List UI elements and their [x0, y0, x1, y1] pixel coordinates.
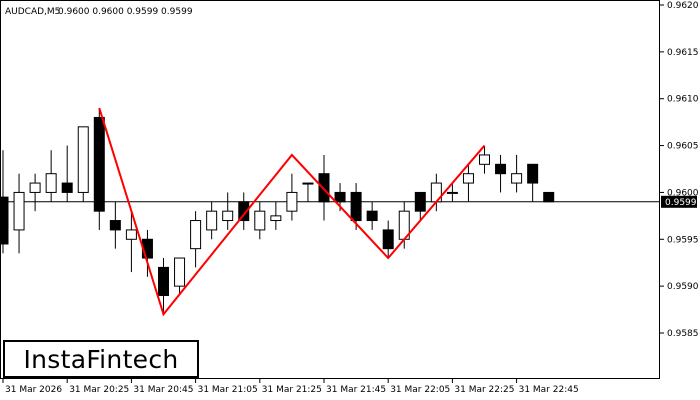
candle-body — [45, 173, 57, 193]
pattern-lines — [98, 107, 486, 317]
candle-body — [543, 191, 555, 203]
candle — [318, 154, 330, 221]
candle — [0, 150, 9, 254]
candle — [302, 182, 314, 202]
candle — [350, 183, 362, 230]
candle — [29, 173, 41, 212]
instafintech-logo: InstaFintech — [3, 340, 199, 378]
candle-body — [0, 196, 9, 245]
candle — [479, 145, 490, 174]
price-label-bg — [661, 195, 697, 208]
current-price-label: 0.9599 — [661, 195, 697, 208]
candle-body — [318, 173, 330, 203]
candle — [13, 173, 25, 254]
x-tick-label: 31 Mar 20:45 — [133, 385, 193, 395]
candle — [511, 154, 523, 193]
candle — [270, 201, 282, 230]
candle-body — [495, 163, 507, 175]
chart-ohlc: 0.9600 0.9600 0.9599 0.9599 — [58, 7, 193, 17]
x-tick-label: 31 Mar 21:05 — [198, 385, 258, 395]
candle-body — [479, 154, 490, 165]
candle-body — [334, 191, 346, 203]
logo-text: InstaFintech — [23, 344, 179, 374]
candle — [222, 192, 234, 230]
y-tick-label: 0.9610 — [667, 95, 699, 105]
candle — [366, 201, 378, 230]
candle-body — [61, 182, 73, 193]
candle — [109, 201, 121, 249]
x-tick-label: 31 Mar 20:25 — [69, 385, 129, 395]
x-tick-label: 31 Mar 22:25 — [454, 385, 514, 395]
candle-body — [109, 220, 121, 231]
candle — [77, 126, 89, 202]
candle — [190, 211, 202, 268]
candle — [382, 220, 394, 259]
x-tick-label: 31 Mar 22:45 — [519, 385, 579, 395]
candle-body — [414, 191, 426, 212]
candle-body — [174, 257, 186, 287]
candle-body — [158, 266, 169, 297]
y-tick-label: 0.9615 — [667, 48, 699, 58]
candle — [254, 201, 266, 240]
candle-body — [206, 210, 218, 231]
candle-body — [13, 191, 25, 231]
candle-body — [270, 215, 282, 222]
candle — [462, 164, 474, 202]
candle-body — [511, 173, 523, 184]
candle-body — [446, 191, 458, 194]
candle — [543, 191, 555, 203]
candle — [61, 145, 73, 202]
candle — [93, 108, 105, 230]
x-tick-label: 31 Mar 21:45 — [326, 385, 386, 395]
plot-frame — [0, 0, 660, 379]
y-tick-label: 0.9595 — [667, 235, 699, 245]
candle-body — [254, 210, 266, 231]
x-tick-label: 31 Mar 2026 — [5, 385, 62, 395]
candle — [446, 183, 458, 202]
price-label-text: 0.9599 — [665, 198, 697, 208]
candle-body — [302, 182, 314, 185]
candle — [174, 257, 186, 296]
candles — [0, 108, 555, 315]
candle-body — [350, 191, 362, 222]
y-tick-label: 0.9605 — [667, 142, 699, 152]
candle-body — [286, 191, 298, 212]
candle — [45, 150, 57, 202]
pattern-polyline — [98, 107, 486, 317]
candle — [238, 192, 250, 230]
y-axis: 0.9620 0.9615 0.9610 0.9605 0.9600 0.9595 0.95… — [660, 1, 699, 339]
candle-body — [125, 229, 137, 240]
candle — [158, 258, 169, 315]
candle — [125, 211, 137, 273]
x-axis: 31 Mar 2026 31 Mar 20:25 31 Mar 20:45 31 Ma… — [2, 379, 579, 395]
candle — [414, 191, 426, 221]
candle — [527, 163, 539, 202]
candle-body — [93, 116, 105, 212]
candle-body — [462, 173, 474, 184]
candle-body — [222, 210, 234, 222]
candle-body — [77, 126, 89, 193]
candle-body — [366, 210, 378, 222]
chart-symbol: AUDCAD,M5 — [5, 7, 60, 17]
candle — [286, 173, 298, 221]
candle — [206, 201, 218, 240]
y-tick-label: 0.9620 — [667, 1, 699, 11]
candle-body — [29, 182, 41, 193]
candle — [398, 201, 410, 249]
x-tick-label: 31 Mar 21:25 — [262, 385, 322, 395]
y-tick-label: 0.9600 — [667, 188, 699, 198]
candle-body — [382, 229, 394, 250]
y-tick-label: 0.9590 — [667, 282, 699, 292]
y-tick-label: 0.9585 — [667, 329, 699, 339]
candle-body — [190, 220, 202, 250]
candle-body — [238, 201, 250, 222]
x-tick-label: 31 Mar 22:05 — [390, 385, 450, 395]
candle-body — [527, 163, 539, 184]
candle — [495, 154, 507, 193]
